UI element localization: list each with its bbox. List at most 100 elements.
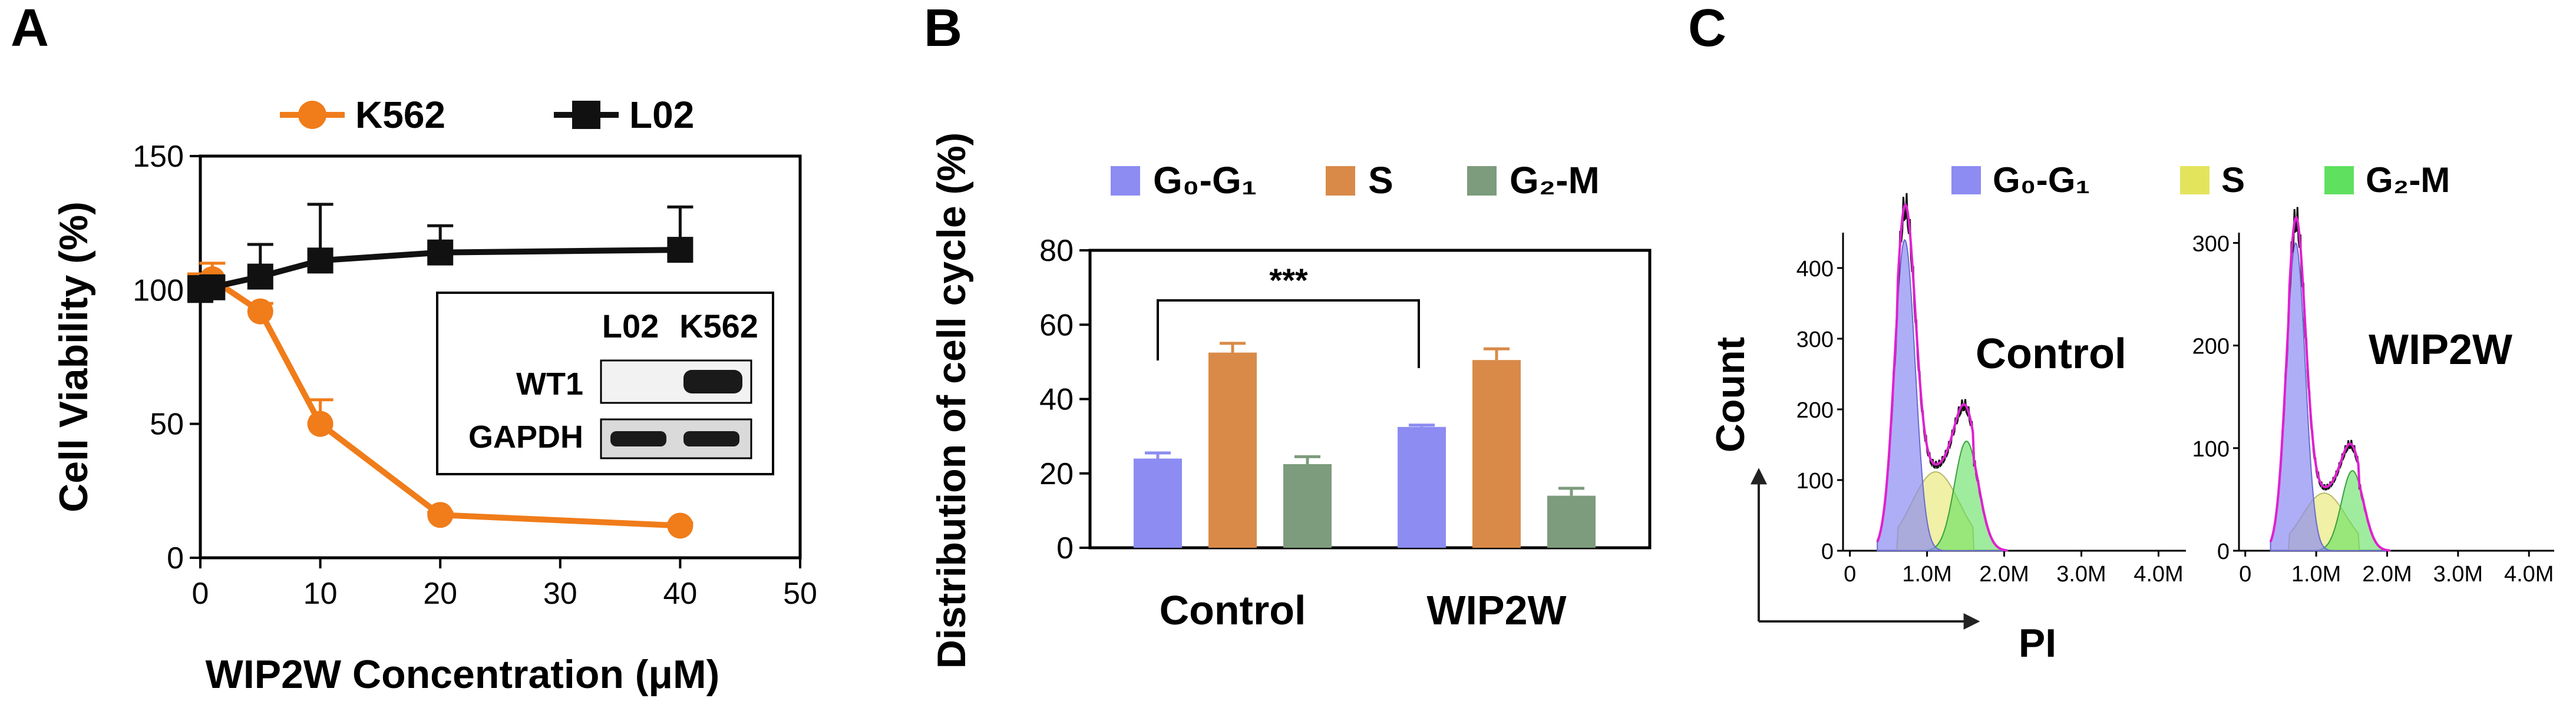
y-tick-label: 0 xyxy=(2217,540,2230,564)
x-tick-label: 30 xyxy=(543,577,577,611)
panel-b: B G₀-G₁ S G₂-M 0 20 40 60 80 Control WIP2W Distr… xyxy=(924,0,1652,669)
x-tick-label: 10 xyxy=(303,577,338,611)
y-tick-label: 400 xyxy=(1796,257,1834,282)
histogram-label-control: Control xyxy=(1976,330,2126,378)
data-point xyxy=(427,239,454,266)
histogram-wip2w: 0 100 200 300 0 1.0M 2.0M 3.0M 4.0M WIP2W xyxy=(2192,207,2554,587)
wt1-band-k562 xyxy=(683,370,742,393)
legend-label: G₀-G₁ xyxy=(1993,160,2090,200)
y-tick-label: 300 xyxy=(1796,327,1834,352)
y-tick-label: 0 xyxy=(1056,531,1074,565)
panel-a-y-axis-label: Cell Viability (%) xyxy=(51,201,96,512)
legend-swatch xyxy=(1111,166,1140,196)
x-tick-label: 1.0M xyxy=(2291,562,2341,587)
y-tick-label: 80 xyxy=(1039,234,1074,268)
x-tick-label: 0 xyxy=(192,577,209,611)
panel-b-bars xyxy=(1134,342,1596,548)
gapdh-band-l02 xyxy=(610,431,666,446)
bar xyxy=(1398,426,1446,548)
panel-a-x-axis-label: WIP2W Concentration (μM) xyxy=(206,652,720,697)
bar xyxy=(1208,352,1257,548)
y-tick-label: 20 xyxy=(1039,457,1074,491)
data-point xyxy=(667,237,693,263)
legend-marker xyxy=(298,101,326,129)
legend-swatch xyxy=(1326,166,1355,196)
legend-label-k562: K562 xyxy=(355,94,445,136)
x-tick-label: 4.0M xyxy=(2504,562,2554,587)
inset-row-wt1: WT1 xyxy=(516,366,583,402)
histogram-fit-line xyxy=(1876,202,2008,552)
x-tick-label: 3.0M xyxy=(2056,562,2106,587)
western-blot-inset: L02 K562 WT1 GAPDH xyxy=(436,292,774,475)
panel-a-legend: K562 L02 xyxy=(280,94,694,136)
x-tick-label: 50 xyxy=(783,577,817,611)
legend-label-l02: L02 xyxy=(629,94,694,136)
y-tick-label: 40 xyxy=(1039,383,1074,417)
data-point xyxy=(247,298,273,325)
significance-annotation: *** xyxy=(1269,262,1308,299)
x-category-label-control: Control xyxy=(1160,587,1306,633)
panel-c-label: C xyxy=(1688,0,1726,58)
data-point xyxy=(307,411,333,437)
x-tick-label: 20 xyxy=(423,577,457,611)
legend-label: S xyxy=(1368,159,1393,201)
series-l02 xyxy=(187,203,693,303)
inset-column-k562: K562 xyxy=(679,307,758,345)
legend-label: G₂-M xyxy=(1510,159,1600,201)
histogram-control: 0 100 200 300 400 0 1.0M 2.0M 3.0M 4.0M Control xyxy=(1796,193,2186,587)
inset-row-gapdh: GAPDH xyxy=(468,419,583,455)
legend-label: G₀-G₁ xyxy=(1153,159,1257,201)
y-tick-label: 100 xyxy=(2192,437,2230,462)
bar xyxy=(1134,458,1182,548)
y-tick-label: 300 xyxy=(2192,231,2230,256)
x-tick-label: 3.0M xyxy=(2433,562,2483,587)
histogram-fit-line xyxy=(2269,216,2390,552)
panel-b-ticks: 0 20 40 60 80 Control WIP2W xyxy=(1039,234,1566,633)
y-tick-label: 0 xyxy=(1821,540,1834,564)
panel-a-ticks: 0 10 20 30 40 50 0 50 100 150 xyxy=(133,140,817,611)
legend-swatch xyxy=(1951,166,1981,194)
x-tick-label: 2.0M xyxy=(2362,562,2412,587)
y-tick-label: 60 xyxy=(1039,308,1074,342)
x-category-label-wip2w: WIP2W xyxy=(1426,587,1566,633)
panel-b-legend: G₀-G₁ S G₂-M xyxy=(1111,159,1600,201)
panel-b-label: B xyxy=(924,0,962,58)
legend-label: G₂-M xyxy=(2366,160,2450,200)
y-tick-label: 150 xyxy=(133,140,184,174)
panel-a: A K562 L02 0 10 20 30 40 50 0 50 100 150 WIP2W Con… xyxy=(11,0,817,697)
panel-a-label: A xyxy=(11,0,49,58)
y-tick-label: 50 xyxy=(150,408,184,442)
panel-c-legend: G₀-G₁ S G₂-M xyxy=(1951,160,2450,200)
data-point xyxy=(427,502,454,528)
data-point xyxy=(307,247,333,274)
x-tick-label: 0 xyxy=(2239,562,2251,587)
y-tick-label: 100 xyxy=(1796,469,1834,494)
gapdh-band-k562 xyxy=(683,431,739,446)
inset-column-l02: L02 xyxy=(602,307,659,345)
x-tick-label: 40 xyxy=(663,577,697,611)
bar xyxy=(1283,464,1332,548)
panel-a-plot-frame xyxy=(199,154,802,560)
legend-marker xyxy=(572,101,600,129)
y-tick-label: 200 xyxy=(2192,335,2230,359)
significance-bracket xyxy=(1157,299,1420,368)
histogram-label-wip2w: WIP2W xyxy=(2369,326,2512,373)
data-point xyxy=(247,263,273,290)
panel-c: C G₀-G₁ S G₂-M Count PI 0 100 200 300 400 0 1.0M… xyxy=(1688,0,2554,666)
x-tick-label: 2.0M xyxy=(1979,562,2029,587)
data-point xyxy=(199,274,226,300)
legend-swatch xyxy=(2324,166,2354,194)
legend-swatch xyxy=(2180,166,2210,194)
y-tick-label: 200 xyxy=(1796,398,1834,423)
y-tick-label: 100 xyxy=(133,273,184,307)
bar xyxy=(1547,495,1596,548)
legend-label: S xyxy=(2221,160,2245,200)
panel-b-y-axis-label: Distribution of cell cycle (%) xyxy=(929,133,974,669)
x-tick-label: 4.0M xyxy=(2134,562,2183,587)
bar xyxy=(1472,360,1521,548)
y-tick-label: 0 xyxy=(167,541,184,575)
legend-swatch xyxy=(1467,166,1497,196)
x-tick-label: 0 xyxy=(1844,562,1856,587)
panel-c-x-axis-label: PI xyxy=(2019,621,2056,666)
